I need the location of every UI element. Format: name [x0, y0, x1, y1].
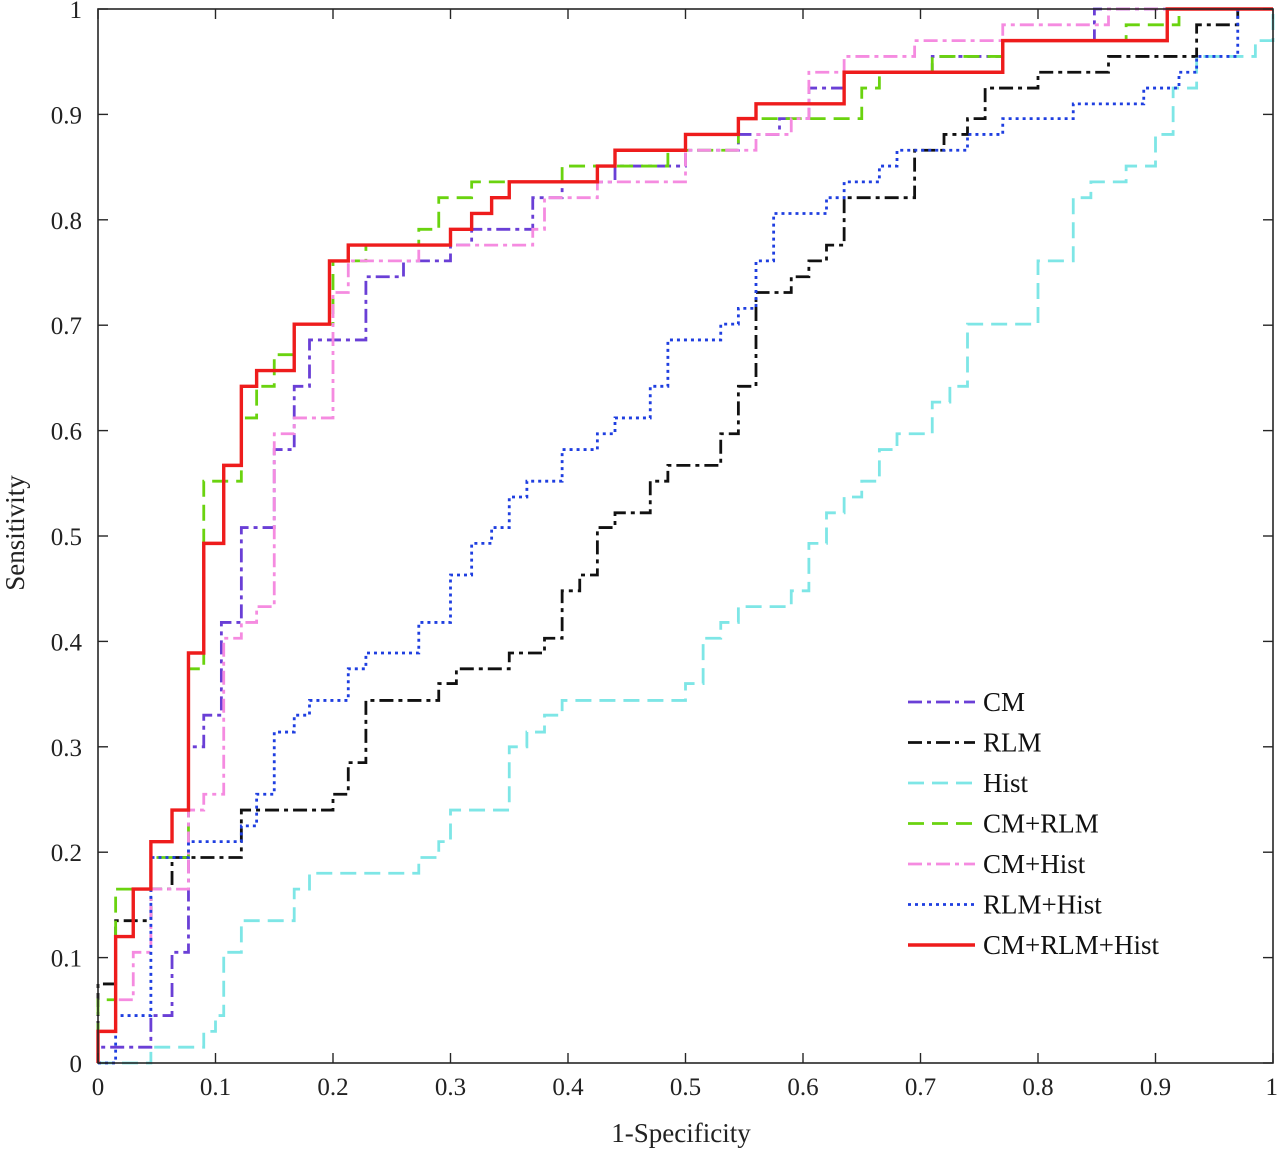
x-tick-label: 0.9	[1140, 1074, 1171, 1101]
y-tick-label: 0.5	[51, 524, 82, 551]
legend: CM RLM Hist CM+RLM CM+Hist RLM+Hist CM+RLM+His…	[908, 687, 1159, 960]
y-axis-title: Sensitivity	[0, 475, 30, 591]
series-line-cm-rlm	[96, 7, 1273, 1063]
tick-labels: 0 0.1 0.2 0.3 0.4 0.5 0.6 0.7 0.8 0.9 1 0 0.1 0.2 0.3 0…	[51, 0, 1278, 1101]
legend-label-cm-hist: CM+Hist	[983, 849, 1086, 879]
legend-label-cm-rlm-hist: CM+RLM+Hist	[983, 930, 1159, 960]
y-tick-label: 0	[70, 1051, 83, 1078]
legend-label-rlm-hist: RLM+Hist	[983, 890, 1102, 920]
x-tick-label: 0	[92, 1074, 105, 1101]
y-tick-label: 0.7	[51, 313, 82, 340]
y-tick-label: 0.2	[51, 840, 82, 867]
legend-label-cm: CM	[983, 687, 1025, 717]
x-tick-label: 1	[1266, 1074, 1279, 1101]
y-tick-label: 1	[70, 0, 83, 24]
y-tick-label: 0.1	[51, 946, 82, 973]
legend-label-rlm: RLM	[983, 728, 1042, 758]
series-line-rlm-hist	[98, 7, 1273, 1065]
x-tick-label: 0.5	[670, 1074, 701, 1101]
x-tick-label: 0.3	[435, 1074, 466, 1101]
legend-label-hist: Hist	[983, 768, 1029, 798]
y-tick-label: 0.4	[51, 629, 83, 656]
x-tick-label: 0.1	[200, 1074, 231, 1101]
series-line-cm-hist	[96, 7, 1273, 1063]
series-layer	[96, 7, 1275, 1065]
y-tick-label: 0.6	[51, 419, 82, 446]
x-tick-label: 0.4	[552, 1074, 584, 1101]
tick-marks	[97, 8, 1274, 1064]
x-tick-label: 0.7	[905, 1074, 936, 1101]
x-tick-label: 0.2	[317, 1074, 348, 1101]
x-axis-title: 1-Specificity	[611, 1118, 751, 1148]
x-tick-label: 0.8	[1022, 1074, 1053, 1101]
series-line-cm-rlm-hist	[96, 7, 1273, 1063]
series-line-hist	[98, 9, 1275, 1065]
series-line-rlm	[96, 7, 1273, 1063]
y-tick-label: 0.8	[51, 208, 82, 235]
y-tick-label: 0.3	[51, 735, 82, 762]
x-tick-label: 0.6	[787, 1074, 818, 1101]
legend-label-cm-rlm: CM+RLM	[983, 809, 1099, 839]
y-tick-label: 0.9	[51, 102, 82, 129]
